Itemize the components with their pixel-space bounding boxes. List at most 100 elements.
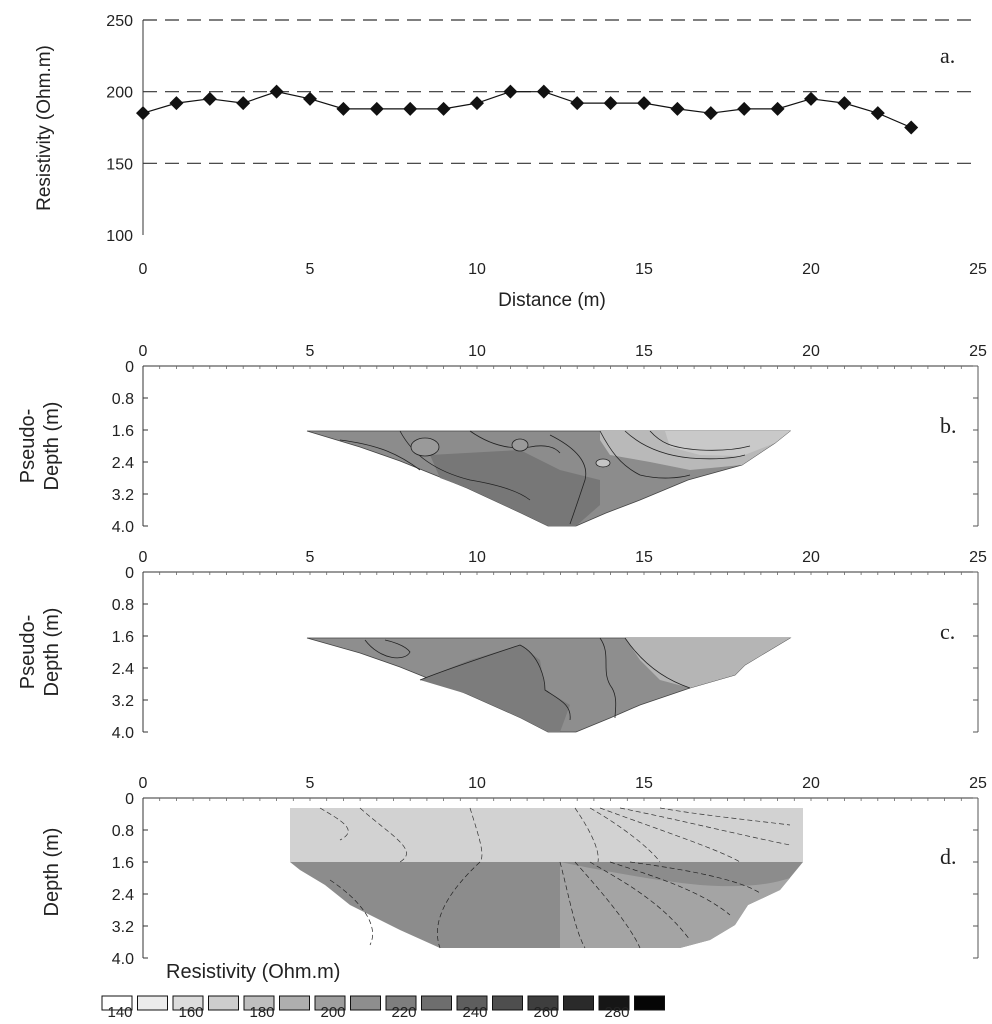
d-tick-labels: 0 5 10 15 20 25 0 0.8 1.6 2.4 3.2 4.0 [112, 775, 987, 968]
legend-label: 220 [391, 1004, 416, 1019]
legend-swatch [456, 995, 488, 1011]
b-contour-fill [306, 430, 792, 527]
legend-label: 160 [178, 1004, 203, 1019]
b-y-axis-label-line1: Pseudo- [17, 409, 39, 484]
a-data-point [670, 101, 685, 116]
c-x-tick-label: 0 [139, 549, 148, 566]
a-data-point [169, 96, 184, 111]
d-x-tick-label: 0 [139, 775, 148, 792]
d-x-tick-label: 5 [306, 775, 315, 792]
c-y-tick-label: 0.8 [112, 597, 134, 614]
a-data-point [136, 106, 150, 121]
d-x-tick-label: 20 [802, 775, 820, 792]
a-x-axis-label: Distance (m) [498, 290, 606, 311]
a-data-point [637, 96, 651, 111]
d-x-tick-label: 15 [635, 775, 653, 792]
c-panel-label: c. [940, 619, 955, 644]
legend-swatch [634, 995, 665, 1011]
legend-swatch [243, 995, 275, 1011]
a-data-point [236, 96, 251, 111]
a-y-tick-labels: 100 150 200 250 [106, 13, 133, 245]
a-data-point [503, 84, 518, 99]
a-x-tick-label: 0 [139, 261, 148, 278]
legend-label: 280 [604, 1004, 629, 1019]
legend-swatch [172, 995, 204, 1011]
legend-swatch [208, 995, 239, 1011]
d-y-tick-label: 4.0 [112, 951, 134, 968]
a-data-point [904, 120, 919, 135]
colorbar-legend: Resistivity (Ohm.m) 140 160 180 200 220 240 26… [101, 961, 665, 1021]
legend-label: 260 [533, 1004, 558, 1019]
a-series-line [142, 91, 912, 129]
c-tick-labels: 0 5 10 15 20 25 0 0.8 1.6 2.4 3.2 4.0 [112, 549, 987, 742]
b-y-tick-label: 3.2 [112, 487, 134, 504]
a-y-tick-label: 100 [106, 228, 133, 245]
a-data-point [536, 84, 551, 99]
panel-b-contour: 0 5 10 15 20 25 0 0.8 1.6 2.4 3.2 4.0 b. Pseudo- De… [17, 343, 987, 536]
a-data-point [303, 91, 317, 106]
a-data-point [703, 106, 718, 121]
c-y-tick-label: 0 [125, 565, 134, 582]
d-y-axis-label: Depth (m) [41, 828, 63, 917]
b-y-tick-label: 0.8 [112, 391, 134, 408]
c-y-tick-label: 1.6 [112, 629, 134, 646]
legend-swatch [385, 995, 417, 1011]
legend-swatch [101, 995, 133, 1011]
a-data-point [436, 101, 451, 116]
legend-title: Resistivity (Ohm.m) [166, 961, 340, 983]
b-tick-labels: 0 5 10 15 20 25 0 0.8 1.6 2.4 3.2 4.0 [112, 343, 987, 536]
a-data-point [770, 101, 785, 116]
a-data-point [202, 91, 217, 106]
b-x-tick-label: 5 [306, 343, 315, 360]
c-y-axis-label-line2: Depth (m) [41, 608, 63, 697]
a-data-point [737, 101, 752, 116]
d-contour-fill [290, 807, 803, 949]
legend-label: 140 [107, 1004, 132, 1019]
a-x-tick-label: 20 [802, 261, 820, 278]
legend-swatch [350, 995, 381, 1011]
a-data-point [369, 101, 384, 116]
c-y-tick-label: 4.0 [112, 725, 134, 742]
b-y-tick-label: 0 [125, 359, 134, 376]
a-data-point [403, 101, 418, 116]
panel-d-contour: 0 5 10 15 20 25 0 0.8 1.6 2.4 3.2 4.0 d. Depth (m) [41, 775, 987, 968]
a-data-point [870, 106, 885, 121]
c-x-tick-label: 5 [306, 549, 315, 566]
d-y-tick-label: 1.6 [112, 855, 134, 872]
a-y-tick-label: 250 [106, 13, 133, 30]
a-y-axis-label: Resistivity (Ohm.m) [34, 45, 55, 211]
c-y-tick-label: 3.2 [112, 693, 134, 710]
b-y-axis-label-line2: Depth (m) [41, 402, 63, 491]
legend-swatch [598, 995, 630, 1011]
legend-swatch [563, 995, 594, 1011]
c-y-axis-label-line1: Pseudo- [17, 615, 39, 690]
a-data-point [570, 96, 585, 111]
a-x-tick-label: 10 [468, 261, 486, 278]
panel-c-contour: 0 5 10 15 20 25 0 0.8 1.6 2.4 3.2 4.0 c. Pseudo- De… [17, 549, 987, 742]
d-x-tick-label: 10 [468, 775, 486, 792]
b-y-tick-label: 4.0 [112, 519, 134, 536]
a-data-point [804, 91, 818, 106]
a-x-tick-label: 15 [635, 261, 653, 278]
a-x-tick-label: 25 [969, 261, 987, 278]
b-y-tick-label: 1.6 [112, 423, 134, 440]
d-y-tick-label: 2.4 [112, 887, 134, 904]
legend-label: 180 [249, 1004, 274, 1019]
b-x-tick-label: 15 [635, 343, 653, 360]
a-data-point [336, 101, 351, 116]
legend-swatches [101, 995, 665, 1011]
c-x-tick-label: 15 [635, 549, 653, 566]
a-gridlines [143, 19, 978, 164]
a-data-point [269, 84, 284, 99]
b-panel-label: b. [940, 413, 957, 438]
legend-swatch [279, 995, 310, 1011]
a-panel-label: a. [940, 43, 955, 68]
a-y-tick-label: 200 [106, 85, 133, 102]
a-y-tick-label: 150 [106, 156, 133, 173]
legend-swatch [527, 995, 559, 1011]
legend-swatch [421, 995, 452, 1011]
legend-swatch [314, 995, 346, 1011]
legend-swatch [137, 995, 168, 1011]
legend-labels: 140 160 180 200 220 240 260 280 [107, 1004, 629, 1021]
